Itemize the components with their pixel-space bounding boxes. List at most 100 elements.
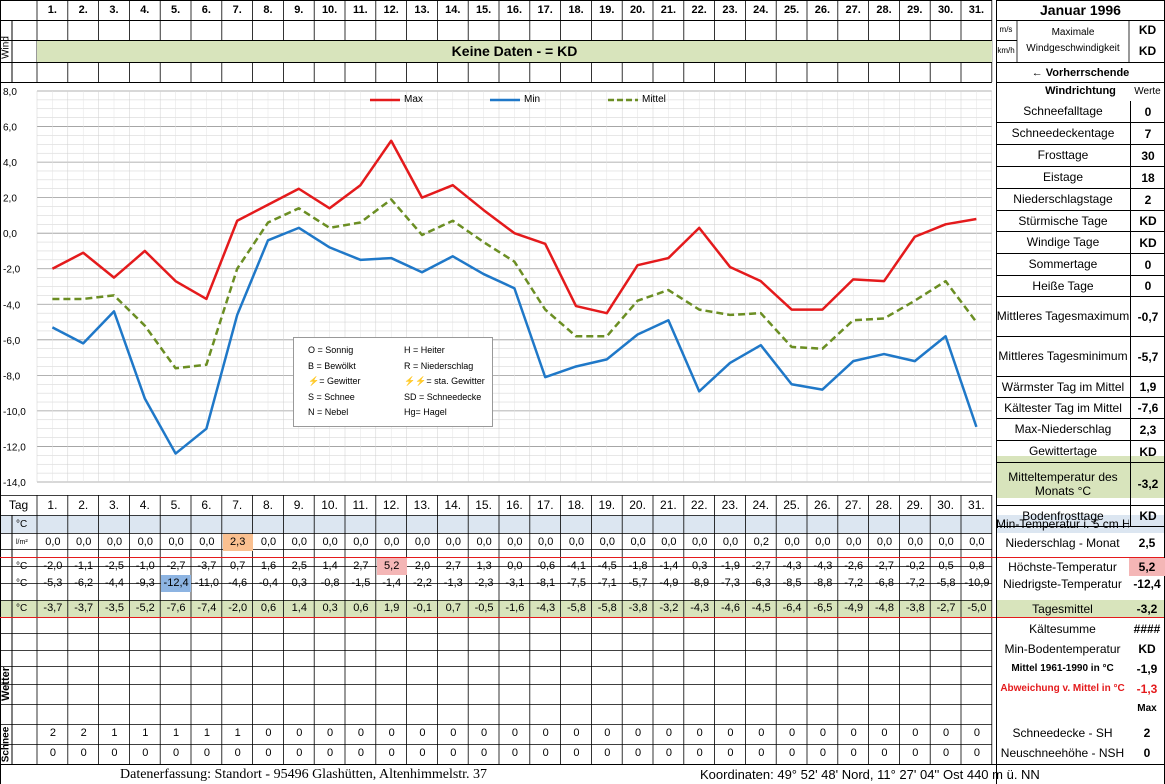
stat-value: KD [1139, 444, 1157, 459]
stat-row: Mittleres Tagesmaximum -0,7 [996, 297, 1165, 337]
table-cell: 0 [265, 727, 272, 739]
table-cell: -10,9 [964, 577, 990, 589]
table-cell: 0 [881, 747, 888, 759]
summary-value: KD [1138, 642, 1156, 656]
table-cell: 0 [49, 747, 56, 759]
weather-key-text: S = Schnee [308, 391, 355, 402]
table-cell: 0 [203, 747, 210, 759]
table-cell: 0,8 [969, 560, 985, 572]
table-cell: 0,3 [322, 602, 338, 614]
day-label-20: 20. [629, 498, 646, 512]
table-cell: -6,4 [782, 602, 802, 614]
summary-value: 2 [1143, 726, 1151, 740]
table-cell: 0 [357, 727, 364, 739]
stat-row: Mitteltemperatur des Monats °C -3,2 [996, 463, 1165, 506]
stat-value: 2,3 [1139, 422, 1157, 437]
table-cell: 0 [357, 747, 364, 759]
lightning-icon: ⚡⚡ [404, 376, 427, 386]
table-cell: 0 [635, 727, 642, 739]
table-cell: -2,7 [751, 560, 771, 572]
table-cell: -1,8 [628, 560, 648, 572]
y-tick-label: -12,0 [3, 442, 26, 453]
table-cell: -6,8 [875, 577, 894, 589]
day-label-14: 14. [444, 498, 462, 512]
stat-label: Sommertage [996, 254, 1131, 275]
table-cell: 0,5 [938, 560, 954, 572]
summary-value: 5,2 [1129, 558, 1165, 576]
table-cell: 0 [819, 727, 826, 739]
stat-label: Frosttage [996, 145, 1131, 166]
day-label-9: 9. [293, 498, 304, 512]
table-cell: -1,9 [721, 560, 740, 572]
stat-row: Kältester Tag im Mittel -7,6 [996, 398, 1165, 419]
day-label-25: 25. [783, 498, 800, 512]
day-label-29: 29. [907, 4, 923, 16]
stat-label: Mittleres Tagesminimum [996, 337, 1131, 376]
stat-value: 0 [1144, 257, 1152, 272]
stat-row: Heiße Tage 0 [996, 276, 1165, 297]
max-wind-kmh: KD [1138, 44, 1157, 58]
stat-row: Niederschlagstage 2 [996, 189, 1165, 211]
table-cell: 0,6 [260, 602, 277, 614]
table-cell: -4,3 [536, 602, 556, 614]
table-cell: 0 [943, 727, 950, 739]
table-cell: 0 [450, 747, 457, 759]
day-label-19: 19. [599, 4, 615, 16]
day-label-28: 28. [875, 498, 893, 512]
table-cell: -8,1 [536, 577, 556, 589]
day-label-5: 5. [170, 498, 181, 512]
table-cell: 0 [727, 747, 734, 759]
stat-row: Max-Niederschlag 2,3 [996, 419, 1165, 441]
summary-value: -1,9 [1136, 662, 1158, 676]
wind-side-bg [996, 41, 1165, 62]
day-label-16: 16. [506, 498, 523, 512]
table-cell: 0,0 [722, 536, 739, 548]
day-label-2: 2. [78, 498, 89, 512]
table-cell: -3,2 [659, 602, 679, 614]
table-cell: 0 [327, 727, 334, 739]
table-cell: -2,7 [875, 560, 894, 572]
table-cell: 0 [696, 747, 703, 759]
table-cell: -4,1 [567, 560, 586, 572]
table-cell: -7,2 [905, 577, 925, 589]
day-label-9: 9. [294, 4, 304, 16]
stat-value: KD [1139, 509, 1157, 523]
tagesmittel-band [996, 600, 1165, 617]
month-mean-band [996, 456, 1165, 498]
table-cell: 1 [234, 727, 241, 739]
day-label-13: 13. [413, 498, 431, 512]
day-label-2: 2. [78, 4, 88, 16]
no-data-banner: Keine Daten - = KD [37, 41, 992, 62]
weather-key-entry: S = Schnee [308, 392, 355, 402]
table-cell: 0 [912, 727, 919, 739]
day-label-16: 16. [506, 4, 523, 16]
table-cell: 0,0 [568, 536, 585, 548]
table-cell: 1 [111, 727, 118, 739]
stat-row: Bodenfrosttage KD [996, 506, 1165, 527]
table-cell: -2,7 [166, 560, 186, 572]
max-wind-ms: KD [1138, 23, 1157, 37]
weather-key-text: Hg= Hagel [404, 407, 447, 417]
table-cell: -0,5 [474, 602, 494, 614]
stat-label: Schneedeckentage [996, 123, 1131, 144]
table-cell: 0 [912, 747, 919, 759]
table-cell: -8,8 [813, 577, 833, 589]
table-cell: 0,0 [876, 536, 893, 548]
table-cell: -2,0 [43, 560, 63, 572]
row-unit: l/m² [16, 539, 28, 546]
summary-value: #### [1133, 622, 1161, 636]
day-label-30: 30. [937, 4, 954, 16]
table-cell: -5,8 [567, 602, 586, 614]
day-label-3: 3. [108, 498, 119, 512]
wind-label-box: Wind [0, 20, 12, 82]
table-cell: -6,5 [813, 602, 833, 614]
table-cell: 0,0 [199, 536, 215, 548]
table-cell: 1,4 [322, 560, 338, 572]
table-cell: 0,0 [353, 536, 369, 548]
wetter-label: Wetter [0, 666, 12, 702]
summary-value: 0 [1143, 746, 1151, 760]
summary-label: Niederschlag - Monat [1005, 536, 1120, 550]
table-cell: 0 [296, 747, 303, 759]
table-cell: -7,4 [197, 602, 217, 614]
